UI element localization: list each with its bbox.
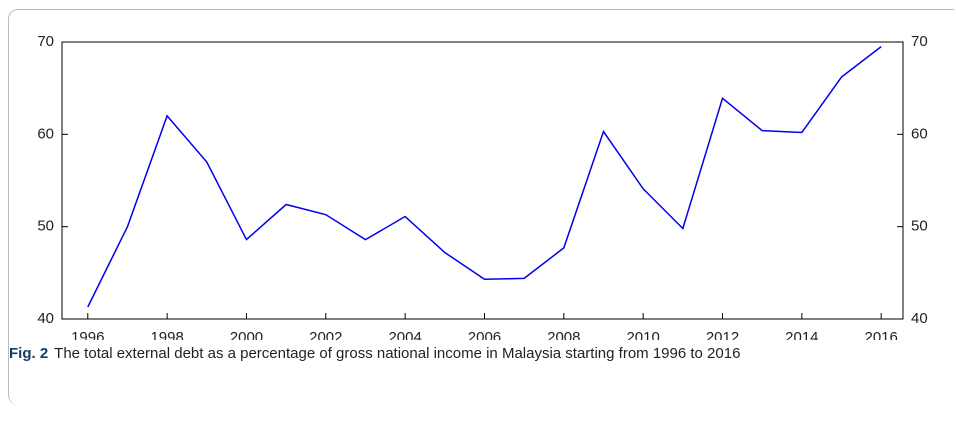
x-tick-label: 2014	[785, 329, 818, 340]
data-line	[87, 46, 882, 308]
caption-label: Fig. 2	[9, 345, 49, 362]
y2-tick-label: 70	[911, 33, 928, 50]
plot-area	[61, 41, 904, 320]
y2-tick-label: 60	[911, 125, 928, 142]
y-tick-label: 60	[37, 125, 54, 142]
caption: Fig. 2 The total external debt as a perce…	[9, 343, 909, 364]
caption-text: The total external debt as a percentage …	[54, 345, 741, 362]
figure-frame	[8, 9, 954, 405]
y-tick-label: 40	[37, 310, 54, 327]
x-tick-label: 1998	[150, 329, 183, 340]
x-tick-label: 2008	[547, 329, 580, 340]
y2-tick-label: 50	[911, 218, 928, 235]
x-tick-label: 2004	[388, 329, 421, 340]
y-tick-label: 50	[37, 218, 54, 235]
y2-tick-label: 40	[911, 310, 928, 327]
x-tick-label: 2006	[468, 329, 501, 340]
x-tick-label: 2000	[230, 329, 263, 340]
x-tick-label: 1996	[71, 329, 104, 340]
x-tick-label: 2002	[309, 329, 342, 340]
x-tick-label: 2016	[864, 329, 897, 340]
x-tick-label: 2010	[626, 329, 659, 340]
y-tick-label: 70	[37, 33, 54, 50]
x-tick-label: 2012	[706, 329, 739, 340]
chart: 40 40 50 50 60 60 70 70 1996 1998 2000 2002 2004 2006…	[37, 33, 928, 340]
